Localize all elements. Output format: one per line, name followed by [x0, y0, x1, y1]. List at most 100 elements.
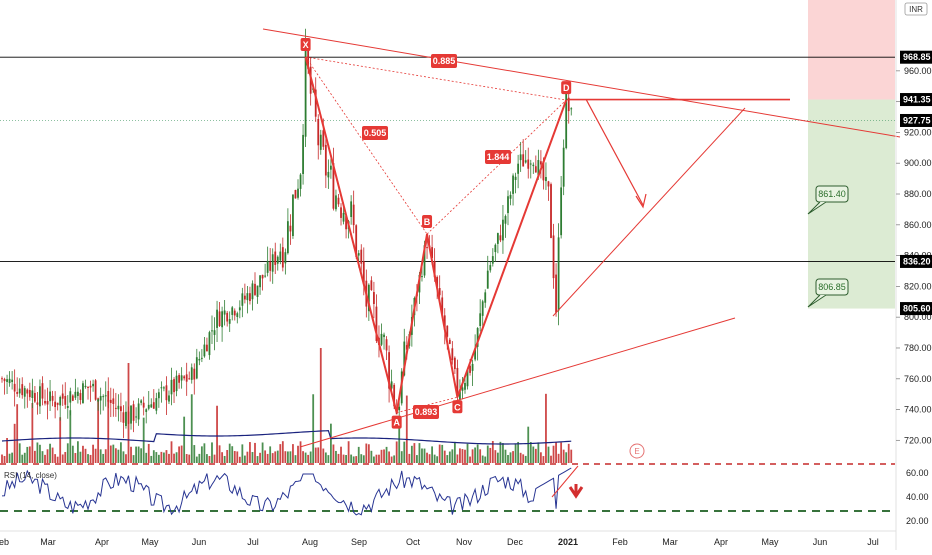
candle-body [451, 348, 454, 361]
volume-bar [292, 444, 294, 463]
candle-body [223, 310, 226, 315]
candle-body [484, 292, 487, 303]
volume-bar [274, 451, 277, 463]
volume-bar [279, 444, 282, 463]
volume-bar [307, 454, 310, 463]
price-badge-last-price: 927.75 [900, 113, 932, 127]
volume-bar [211, 442, 213, 463]
volume-bar [99, 449, 102, 463]
x-tick-label: May [141, 537, 159, 547]
price-badge-bg [900, 93, 932, 107]
candle-body [142, 402, 145, 408]
volume-bar [51, 447, 54, 463]
ratio-label: 0.893 [415, 407, 438, 417]
candle-body [208, 332, 211, 356]
volume-bar [388, 451, 390, 463]
candle-body [228, 319, 231, 324]
candle-body [491, 256, 494, 264]
volume-bar [385, 446, 388, 463]
candle-body [289, 225, 292, 232]
candle-body [1, 378, 3, 380]
volume-bar [522, 454, 525, 463]
candle-body [567, 97, 570, 112]
volume-bar [114, 448, 117, 463]
candle-body [562, 147, 565, 187]
x-tick-label: Nov [456, 537, 473, 547]
volume-bar [570, 449, 573, 463]
volume-bar [87, 454, 89, 463]
earnings-label: E [634, 447, 639, 456]
y-tick-label: 720.00 [904, 435, 932, 445]
volume-bar [327, 455, 330, 463]
volume-bar [168, 453, 170, 463]
candle-body [330, 165, 332, 170]
y-tick-label: 880.00 [904, 189, 932, 199]
volume-bar [491, 441, 494, 463]
volume-bar [335, 450, 337, 463]
target-note-pointer [807, 294, 827, 308]
x-tick-label: Dec [507, 537, 524, 547]
point-badge [391, 415, 402, 429]
candle-body [499, 235, 502, 241]
volume-bar [69, 410, 72, 463]
volume-bar [269, 446, 272, 463]
candle-body [486, 270, 489, 289]
volume-bar [464, 449, 466, 463]
stop-loss-zone [808, 0, 895, 100]
volume-bar [147, 443, 150, 463]
ratio-badge-bg [362, 126, 388, 140]
volume-bar [79, 451, 82, 463]
candle-body [555, 274, 557, 313]
candle-body [147, 404, 150, 409]
point-badge [561, 81, 572, 95]
volume-bar [104, 449, 107, 463]
candle-body [92, 383, 94, 387]
volume-bar [304, 452, 307, 463]
volume-bar [246, 451, 249, 463]
candle-body [59, 396, 62, 406]
y-tick-label: 960.00 [904, 66, 932, 76]
volume-bar [398, 416, 401, 463]
candle-body [489, 265, 492, 271]
candle-body [180, 375, 183, 381]
candle-body [127, 411, 130, 424]
candle-body [335, 195, 337, 210]
lower-trendline [299, 317, 736, 448]
candle-body [512, 175, 514, 194]
volume-bar [509, 452, 512, 463]
volume-bar [413, 443, 416, 463]
price-badge-d-line: 941.35 [900, 93, 932, 107]
candle-body [213, 330, 216, 335]
volume-bar [140, 448, 143, 463]
candle-body [97, 399, 100, 402]
candle-body [190, 367, 193, 380]
volume-bar [289, 451, 292, 463]
volume-bar [107, 399, 110, 463]
candle-body [355, 225, 358, 257]
candle-body [390, 381, 393, 389]
volume-bar [547, 446, 550, 463]
candle-body [200, 357, 203, 359]
volume-bar [567, 443, 570, 463]
candle-body [292, 194, 294, 237]
volume-bar [347, 441, 350, 463]
volume-bar [125, 454, 127, 463]
candle-body [82, 383, 84, 404]
price-badge-bg [900, 254, 932, 268]
y-tick-label: 740.00 [904, 405, 932, 415]
candle-body [438, 288, 441, 296]
volume-bar [92, 444, 94, 463]
volume-bar [120, 442, 122, 463]
volume-bar [251, 452, 254, 463]
candle-body [284, 252, 287, 264]
candle-body [459, 391, 461, 400]
volume-bar [130, 446, 132, 463]
volume-bar [236, 451, 239, 463]
candle-body [170, 379, 173, 395]
volume-bar [375, 454, 378, 463]
point-badge [300, 37, 311, 51]
candle-body [307, 46, 310, 70]
x-tick-label: Jul [247, 537, 259, 547]
